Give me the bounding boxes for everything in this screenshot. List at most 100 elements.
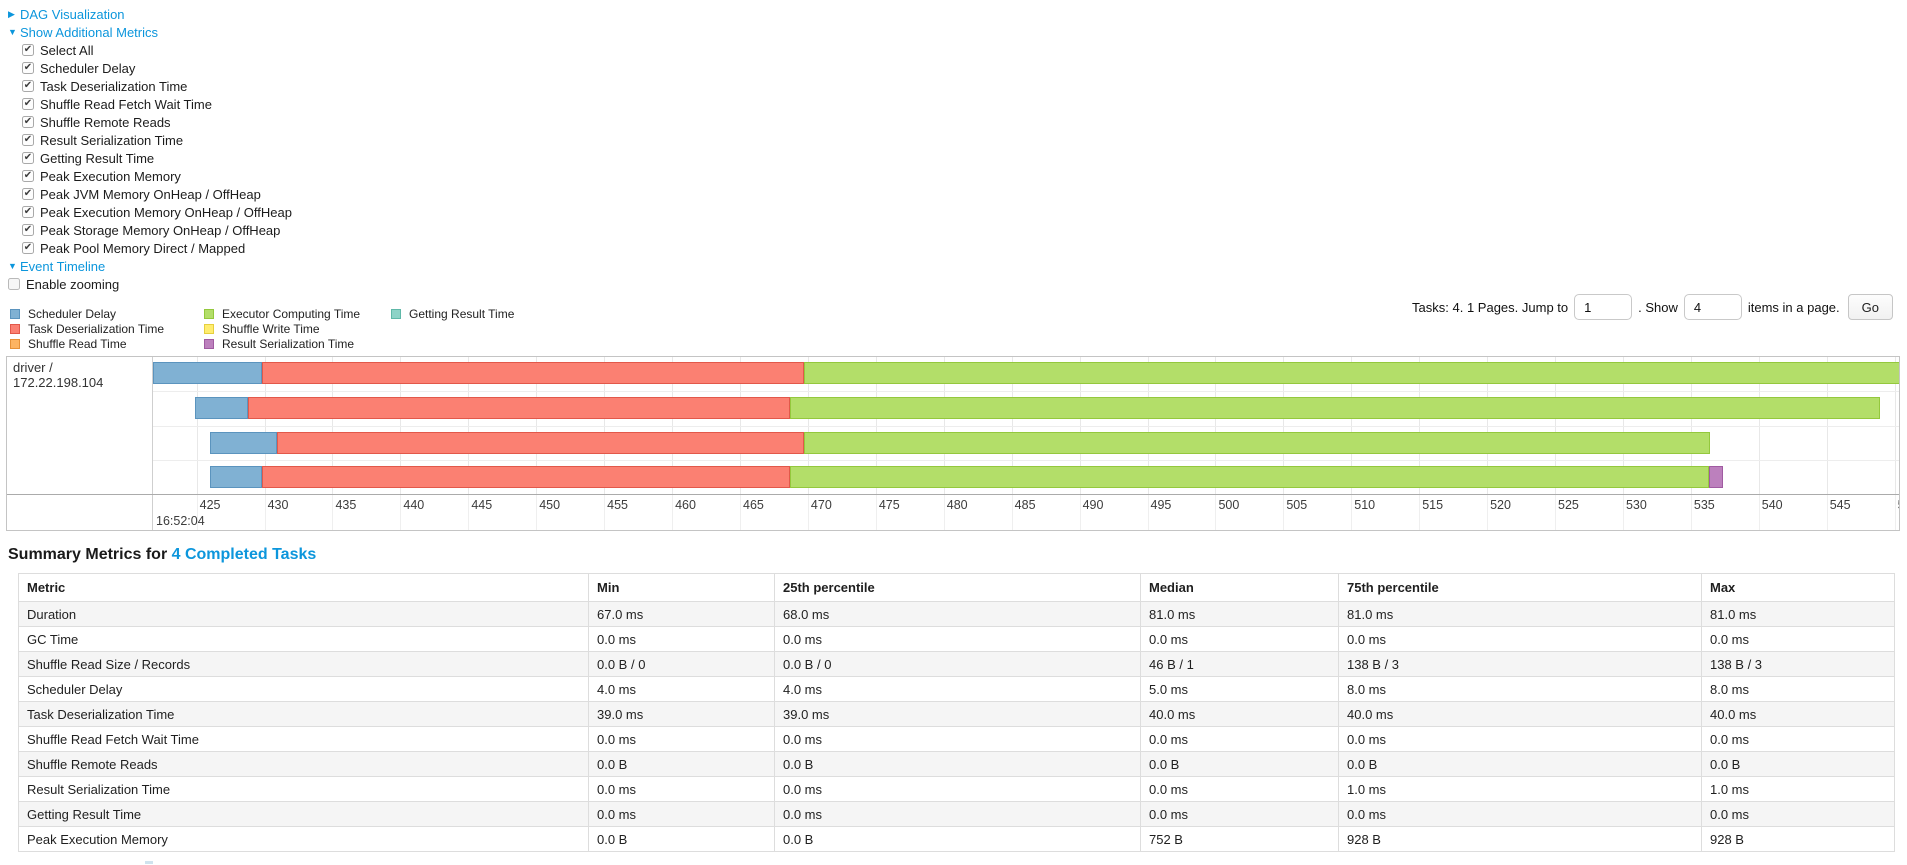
axis-gridline [536,495,538,530]
axis-gridline [1690,495,1692,530]
show-additional-metrics-toggle[interactable]: ▼ Show Additional Metrics [8,23,1907,41]
task-segment-scheduler-delay[interactable] [210,465,262,488]
axis-gridline [468,495,470,530]
items-per-page-input[interactable] [1683,294,1742,320]
metric-value-cell: 81.0 ms [1701,601,1895,627]
checkbox-peak-jvm-memory-onheap-offheap[interactable]: ✔ Peak JVM Memory OnHeap / OffHeap [22,185,1907,203]
task-segment-result-serialization-time[interactable] [1708,465,1724,488]
checkbox-shuffle-remote-reads[interactable]: ✔ Shuffle Remote Reads [22,113,1907,131]
task-segment-scheduler-delay[interactable] [153,362,262,384]
legend-swatch-icon [204,308,214,319]
task-segment-task-deserialization-time[interactable] [261,362,804,384]
axis-tick-label: 525 [1558,498,1579,512]
axis-tick-label: 495 [1150,498,1172,512]
task-segment-task-deserialization-time[interactable] [276,431,804,454]
checkbox-select-all[interactable]: ✔ Select All [22,41,1907,59]
metric-value-cell: 1.0 ms [1701,776,1895,802]
metric-value-cell: 8.0 ms [1701,676,1895,702]
metric-value-cell: 39.0 ms [774,701,1141,727]
metric-value-cell: 0.0 ms [1338,626,1702,652]
metric-value-cell: 928 B [1701,826,1895,852]
checkbox-shuffle-read-fetch-wait-time[interactable]: ✔ Shuffle Read Fetch Wait Time [22,95,1907,113]
legend-swatch-icon [391,308,401,319]
task-segment-executor-computing-time[interactable] [803,362,1899,384]
checkbox-peak-execution-memory[interactable]: ✔ Peak Execution Memory [22,167,1907,185]
checkbox-peak-pool-memory-direct-mapped[interactable]: ✔ Peak Pool Memory Direct / Mapped [22,239,1907,257]
axis-gridline [1758,495,1760,530]
task-segment-executor-computing-time[interactable] [803,431,1710,454]
metric-value-cell: 0.0 B [1140,751,1339,777]
legend-label: Getting Result Time [409,306,515,321]
axis-gridline [1419,495,1421,530]
axis-tick-label: 535 [1693,498,1715,512]
axis-tick-label: 515 [1422,498,1444,512]
dag-visualization-link[interactable]: DAG Visualization [20,6,125,22]
axis-tick-label: 440 [403,498,425,512]
timeline-lane [153,357,1899,391]
metric-value-cell: 0.0 ms [588,776,775,802]
metric-value-cell: 0.0 ms [774,801,1141,827]
metric-value-cell: 0.0 ms [1701,801,1895,827]
go-button[interactable]: Go [1847,294,1893,320]
jump-to-page-input[interactable] [1574,294,1633,320]
task-segment-executor-computing-time[interactable] [790,397,1880,420]
checkbox-result-serialization-time[interactable]: ✔ Result Serialization Time [22,131,1907,149]
table-row-peak-execution-memory: Peak Execution Memory 0.0 B 0.0 B 752 B 928 … [18,826,1895,852]
event-timeline-toggle[interactable]: ▼ Event Timeline [8,257,1907,275]
metric-value-cell: 0.0 ms [588,801,775,827]
task-segment-task-deserialization-time[interactable] [261,465,791,488]
metric-value-cell: 0.0 ms [1338,726,1702,752]
checkbox-checked-icon: ✔ [22,188,34,200]
checkbox-label: Select All [40,42,94,58]
table-row-scheduler-delay: Scheduler Delay 4.0 ms 4.0 ms 5.0 ms 8.0 ms 8… [18,676,1895,702]
table-row-task-deserialization-time: Task Deserialization Time 39.0 ms 39.0 ms 4… [18,701,1895,727]
column-header-25th-percentile: 25th percentile [774,573,1141,602]
metric-value-cell: 81.0 ms [1338,601,1702,627]
completed-tasks-link[interactable]: 4 Completed Tasks [171,546,317,563]
legend-label: Result Serialization Time [222,336,355,351]
checkbox-checked-icon: ✔ [22,242,34,254]
metric-value-cell: 40.0 ms [1701,701,1895,727]
metric-value-cell: 928 B [1338,826,1702,852]
metric-name-cell: Scheduler Delay [18,676,589,702]
task-segment-scheduler-delay[interactable] [195,397,249,420]
show-additional-metrics-link[interactable]: Show Additional Metrics [20,24,159,40]
checkbox-scheduler-delay[interactable]: ✔ Scheduler Delay [22,59,1907,77]
metric-value-cell: 138 B / 3 [1338,651,1702,677]
collapsed-arrow-icon: ▶ [8,8,15,19]
checkbox-label: Peak JVM Memory OnHeap / OffHeap [40,186,261,202]
timeline-axis: 425 430 435 440 445 450 455 460 465 470 475 480 485 4… [7,494,1899,530]
task-segment-scheduler-delay[interactable] [210,431,277,454]
checkbox-peak-execution-memory-onheap-offheap[interactable]: ✔ Peak Execution Memory OnHeap / OffHeap [22,203,1907,221]
checkbox-label: Shuffle Read Fetch Wait Time [40,96,212,112]
legend-item-getting-result-time: Getting Result Time [391,306,1907,321]
axis-tick-label: 480 [946,498,968,512]
checkbox-getting-result-time[interactable]: ✔ Getting Result Time [22,149,1907,167]
axis-tick-label: 550 [1898,498,1899,512]
legend-label: Shuffle Write Time [222,321,320,336]
checkbox-label: Getting Result Time [40,150,155,166]
expanded-arrow-icon: ▼ [8,26,17,37]
task-segment-task-deserialization-time[interactable] [248,397,791,420]
checkbox-task-deserialization-time[interactable]: ✔ Task Deserialization Time [22,77,1907,95]
timeline-lane [153,425,1899,460]
axis-tick-label: 520 [1490,498,1511,512]
legend-item-result-serialization-time: Result Serialization Time [204,336,391,351]
timeline-lane [153,459,1899,494]
event-timeline-link[interactable]: Event Timeline [20,258,106,274]
column-header-metric: Metric [18,573,589,602]
metric-value-cell: 40.0 ms [1338,701,1702,727]
axis-gridline [807,495,809,530]
table-row-shuffle-read-size-records: Shuffle Read Size / Records 0.0 B / 0 0.0 … [18,651,1895,677]
legend-label: Executor Computing Time [222,306,361,321]
task-segment-executor-computing-time[interactable] [790,465,1709,488]
axis-tick-label: 435 [335,498,357,512]
timeline-plot-area [153,357,1899,494]
legend-item-task-deserialization-time: Task Deserialization Time [10,321,204,336]
enable-zooming-checkbox[interactable]: Enable zooming [8,275,1907,293]
table-row-shuffle-remote-reads: Shuffle Remote Reads 0.0 B 0.0 B 0.0 B 0.0 B… [18,751,1895,777]
checkbox-peak-storage-memory-onheap-offheap[interactable]: ✔ Peak Storage Memory OnHeap / OffHeap [22,221,1907,239]
checkbox-checked-icon: ✔ [22,98,34,110]
partially-visible-next-section [145,861,153,864]
dag-visualization-toggle[interactable]: ▶ DAG Visualization [8,5,1907,23]
